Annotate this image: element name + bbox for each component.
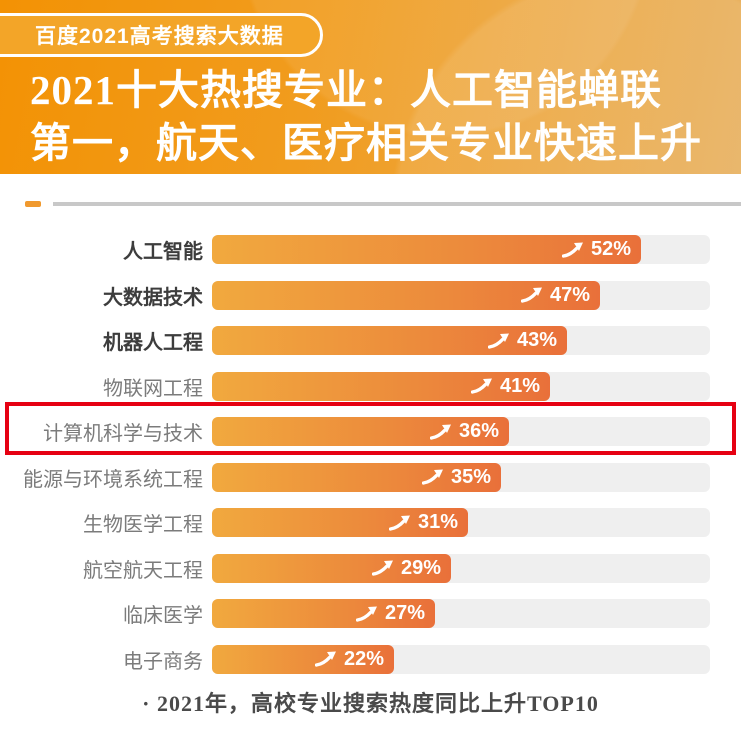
chart-row-value: 47% xyxy=(549,283,590,306)
chart-row-value: 29% xyxy=(400,556,441,579)
chart-row: 生物医学工程 31% xyxy=(0,508,741,537)
trend-up-arrow-icon xyxy=(487,333,509,349)
chart-row-label: 电子商务 xyxy=(123,650,203,673)
chart-row-bar: 29% xyxy=(212,553,451,583)
chart-row-track: 27% xyxy=(212,599,710,628)
chart-row: 计算机科学与技术 36% xyxy=(0,417,741,446)
chart-row-value: 43% xyxy=(516,329,557,351)
trend-up-arrow-icon xyxy=(421,469,443,485)
chart-row-label: 生物医学工程 xyxy=(83,514,203,536)
trend-up-arrow-icon xyxy=(561,242,583,258)
trend-up-arrow-icon xyxy=(371,560,393,576)
trend-up-arrow-icon xyxy=(429,424,451,440)
chart-row: 电子商务 22% xyxy=(0,644,741,674)
page-title-line1: 2021十大热搜专业：人工智能蝉联 xyxy=(30,67,662,113)
chart-row-bar: 52% xyxy=(212,235,641,264)
chart-row-bar: 35% xyxy=(212,462,501,492)
chart-row-track: 35% xyxy=(212,462,710,492)
chart-row-bar: 47% xyxy=(212,280,600,310)
chart-row: 临床医学 27% xyxy=(0,599,741,628)
chart-row-value: 35% xyxy=(450,465,491,488)
chart-row-track: 29% xyxy=(212,553,710,583)
chart-row-value: 27% xyxy=(384,602,425,624)
chart-row-label: 机器人工程 xyxy=(103,332,203,354)
footer-caption: · 2021年，高校专业搜索热度同比上升TOP10 xyxy=(142,691,599,716)
bar-chart: 人工智能 52% 大数据技术 47% 机器人工程 xyxy=(0,235,741,690)
chart-row-label: 临床医学 xyxy=(123,605,203,627)
chart-row-bar: 36% xyxy=(212,417,509,446)
chart-row-value: 36% xyxy=(458,420,499,442)
trend-up-arrow-icon xyxy=(470,378,492,394)
chart-row: 物联网工程 41% xyxy=(0,371,741,401)
chart-row-value: 52% xyxy=(590,238,631,260)
page-title: 2021十大热搜专业：人工智能蝉联 第一，航天、医疗相关专业快速上升 xyxy=(30,64,730,170)
chart-row: 机器人工程 43% xyxy=(0,326,741,355)
chart-row-bar: 31% xyxy=(212,508,468,537)
chart-row-label: 航空航天工程 xyxy=(83,559,203,582)
chart-row-label: 物联网工程 xyxy=(103,377,203,400)
chart-row-track: 31% xyxy=(212,508,710,537)
chart-row-track: 52% xyxy=(212,235,710,264)
trend-up-arrow-icon xyxy=(355,606,377,622)
chart-row-label: 能源与环境系统工程 xyxy=(23,468,203,491)
chart-row-track: 22% xyxy=(212,644,710,674)
chart-row: 大数据技术 47% xyxy=(0,280,741,310)
chart-row-bar: 41% xyxy=(212,371,550,401)
trend-up-arrow-icon xyxy=(520,287,542,303)
header-badge: 百度2021高考搜索大数据 xyxy=(0,13,323,57)
chart-row-bar: 27% xyxy=(212,599,435,628)
chart-row-bar: 43% xyxy=(212,326,567,355)
trend-up-arrow-icon xyxy=(314,651,336,667)
trend-up-arrow-icon xyxy=(388,515,410,531)
chart-row-bar: 22% xyxy=(212,644,394,674)
chart-row: 航空航天工程 29% xyxy=(0,553,741,583)
chart-row: 人工智能 52% xyxy=(0,235,741,264)
badge-label: 百度2021高考搜索大数据 xyxy=(35,25,284,48)
chart-row-track: 41% xyxy=(212,371,710,401)
page-title-line2: 第一，航天、医疗相关专业快速上升 xyxy=(30,120,702,166)
header-banner: 百度2021高考搜索大数据 2021十大热搜专业：人工智能蝉联 第一，航天、医疗相… xyxy=(0,0,741,174)
chart-row-value: 41% xyxy=(499,374,540,397)
chart-row-label: 大数据技术 xyxy=(103,286,203,309)
chart-row-track: 47% xyxy=(212,280,710,310)
chart-row: 能源与环境系统工程 35% xyxy=(0,462,741,492)
chart-row-label: 人工智能 xyxy=(123,241,203,263)
chart-row-value: 22% xyxy=(343,647,384,670)
divider-accent-dash xyxy=(25,201,41,207)
chart-row-track: 43% xyxy=(212,326,710,355)
chart-row-track: 36% xyxy=(212,417,710,446)
chart-row-label: 计算机科学与技术 xyxy=(43,423,203,445)
divider-line xyxy=(53,202,741,206)
chart-row-value: 31% xyxy=(417,511,458,533)
